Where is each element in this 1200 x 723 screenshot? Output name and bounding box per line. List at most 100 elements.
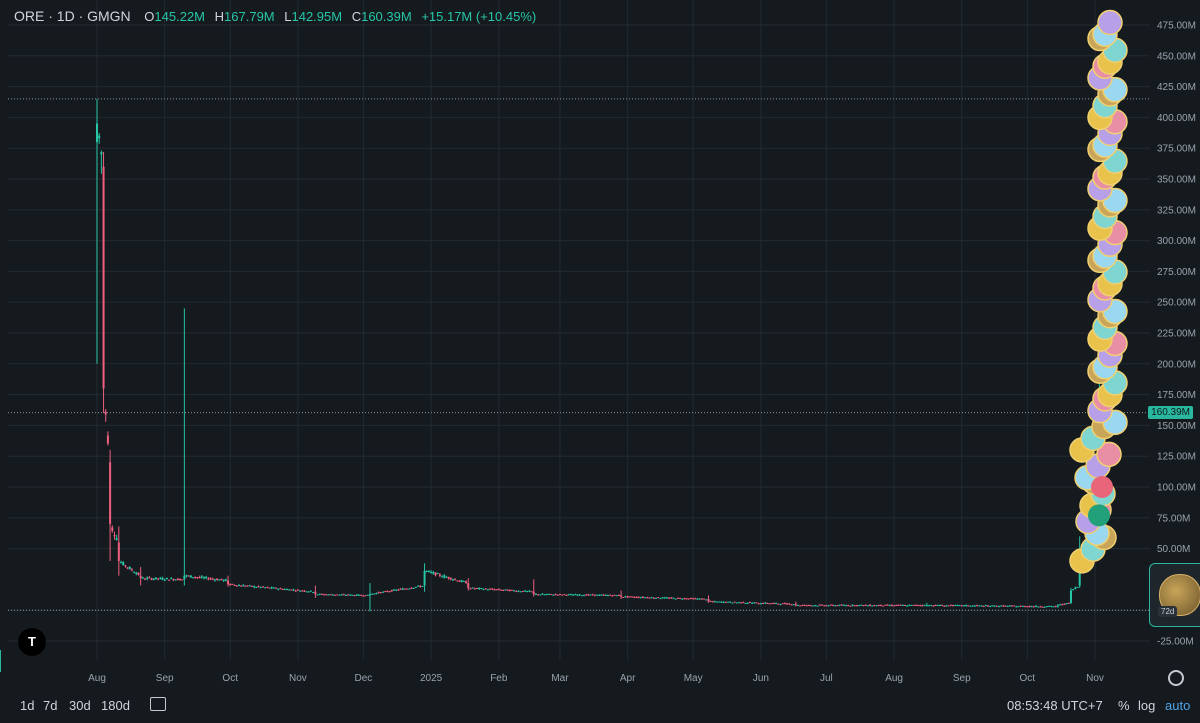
candle-body bbox=[242, 585, 245, 587]
tradingview-logo[interactable]: T bbox=[18, 628, 46, 656]
percent-toggle[interactable]: % bbox=[1118, 698, 1130, 713]
candle-body bbox=[620, 595, 623, 597]
candle-body bbox=[657, 597, 660, 599]
candle-body bbox=[672, 597, 675, 599]
candle-body bbox=[1076, 586, 1079, 588]
low-label: L bbox=[284, 9, 292, 24]
candle-body bbox=[790, 604, 793, 606]
candle-body bbox=[386, 591, 389, 593]
candle-body bbox=[989, 606, 992, 608]
candle-body bbox=[115, 538, 118, 541]
auto-toggle[interactable]: auto bbox=[1165, 698, 1191, 713]
range-7d-button[interactable]: 7d bbox=[43, 698, 58, 713]
candle-body bbox=[349, 594, 352, 596]
candle-body bbox=[991, 605, 994, 607]
candle-body bbox=[823, 605, 826, 607]
candle-body bbox=[456, 580, 459, 582]
candle-body bbox=[598, 594, 601, 596]
candle-body bbox=[914, 604, 917, 606]
x-tick-label: Sep bbox=[953, 673, 971, 684]
candle-body bbox=[194, 577, 197, 579]
candle-body bbox=[1035, 605, 1038, 607]
candle-body bbox=[358, 594, 361, 596]
candle-body bbox=[146, 577, 149, 579]
candle-body bbox=[382, 591, 385, 593]
candle-body bbox=[530, 591, 533, 593]
candle-body bbox=[718, 601, 721, 603]
candle-body bbox=[364, 595, 367, 597]
candle-body bbox=[462, 581, 465, 583]
candle-body bbox=[609, 594, 612, 596]
candle-body bbox=[220, 578, 223, 580]
candle-body bbox=[519, 591, 522, 593]
token-side-card[interactable]: 72d bbox=[1149, 563, 1200, 627]
candle-body bbox=[528, 590, 531, 592]
y-tick-label: 175.00M bbox=[1157, 390, 1196, 401]
candle-body bbox=[371, 593, 374, 595]
candle-body bbox=[283, 589, 286, 591]
candle-body bbox=[1061, 604, 1064, 606]
candle-body bbox=[248, 585, 251, 587]
candle-body bbox=[1011, 605, 1014, 607]
candle-body bbox=[484, 588, 487, 590]
candle-body bbox=[585, 594, 588, 596]
candle-body bbox=[447, 576, 450, 579]
high-label: H bbox=[214, 9, 225, 24]
candle-body bbox=[812, 605, 815, 607]
candle-body bbox=[1006, 605, 1009, 607]
candle-body bbox=[805, 605, 808, 607]
log-toggle[interactable]: log bbox=[1138, 698, 1156, 713]
x-tick-label: 2025 bbox=[420, 673, 443, 684]
candle-body bbox=[582, 595, 585, 597]
candle-body bbox=[539, 594, 542, 596]
candle-body bbox=[906, 605, 909, 607]
candle-body bbox=[279, 588, 282, 590]
clock-time[interactable]: 08:53:48 UTC+7 bbox=[1007, 698, 1103, 713]
candle-body bbox=[941, 604, 944, 606]
range-30d-button[interactable]: 30d bbox=[69, 698, 91, 713]
candle-body bbox=[292, 589, 295, 591]
candle-body bbox=[96, 123, 98, 143]
candle-body bbox=[521, 590, 524, 592]
candle-body bbox=[1065, 603, 1068, 605]
candle-body bbox=[237, 585, 240, 587]
candle-body bbox=[203, 577, 206, 579]
candle-body bbox=[803, 604, 806, 606]
candle-body bbox=[792, 604, 795, 606]
candle-body bbox=[635, 596, 638, 598]
x-tick-label: Aug bbox=[88, 673, 106, 684]
candle-body bbox=[301, 590, 304, 592]
candle-body bbox=[753, 602, 756, 604]
y-tick-label: 75.00M bbox=[1157, 513, 1190, 524]
candle-body bbox=[517, 590, 520, 592]
range-1d-button[interactable]: 1d bbox=[20, 698, 35, 713]
symbol-header: ORE · 1D · GMGN O145.22M H167.79M L142.9… bbox=[14, 8, 536, 24]
left-edge-handle[interactable] bbox=[0, 650, 5, 672]
candle-body bbox=[98, 135, 101, 139]
candle-body bbox=[615, 595, 618, 597]
candle-body bbox=[1054, 606, 1057, 608]
candle-body bbox=[779, 604, 782, 606]
candle-body bbox=[331, 594, 334, 596]
symbol-title[interactable]: ORE · 1D · GMGN bbox=[14, 8, 131, 24]
candle-body bbox=[478, 587, 481, 590]
candle-body bbox=[366, 594, 369, 596]
candle-body bbox=[458, 580, 461, 582]
candle-body bbox=[139, 575, 142, 579]
candle-body bbox=[757, 603, 760, 605]
calendar-icon[interactable] bbox=[150, 697, 166, 711]
candle-body bbox=[305, 591, 308, 593]
age-badge: 72d bbox=[1158, 606, 1178, 617]
candle-body bbox=[303, 590, 306, 592]
candle-body bbox=[285, 589, 288, 591]
settings-gear-icon[interactable] bbox=[1168, 670, 1184, 686]
candle-body bbox=[165, 577, 168, 579]
candle-body bbox=[124, 565, 127, 567]
candle-body bbox=[748, 602, 751, 604]
candle-body bbox=[1072, 589, 1075, 591]
candle-body bbox=[908, 604, 911, 606]
candle-body bbox=[133, 572, 136, 574]
candle-body bbox=[259, 586, 262, 588]
range-180d-button[interactable]: 180d bbox=[101, 698, 130, 713]
